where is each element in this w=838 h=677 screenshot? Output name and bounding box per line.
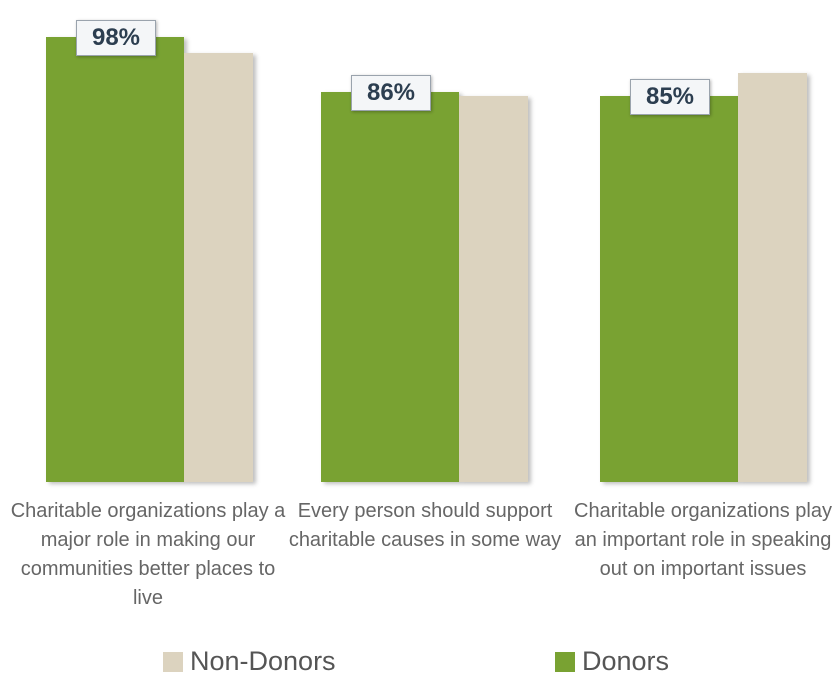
legend-label: Non-Donors (190, 646, 336, 676)
legend-swatch (555, 652, 575, 672)
x-category-label: Charitable organizations play an importa… (574, 500, 832, 580)
x-category-label: Every person should support charitable c… (288, 500, 562, 551)
data-label: 98% (76, 20, 156, 57)
legend-label: Donors (582, 646, 670, 676)
bar (459, 96, 528, 482)
data-label: 85% (630, 79, 710, 116)
bar (321, 91, 459, 482)
bar (184, 52, 253, 482)
legend-swatch (163, 652, 183, 672)
bar (600, 96, 738, 482)
bar (46, 37, 184, 482)
data-label: 86% (351, 74, 431, 111)
x-category-label: Charitable organizations play a major ro… (10, 500, 286, 609)
bar (738, 73, 807, 482)
